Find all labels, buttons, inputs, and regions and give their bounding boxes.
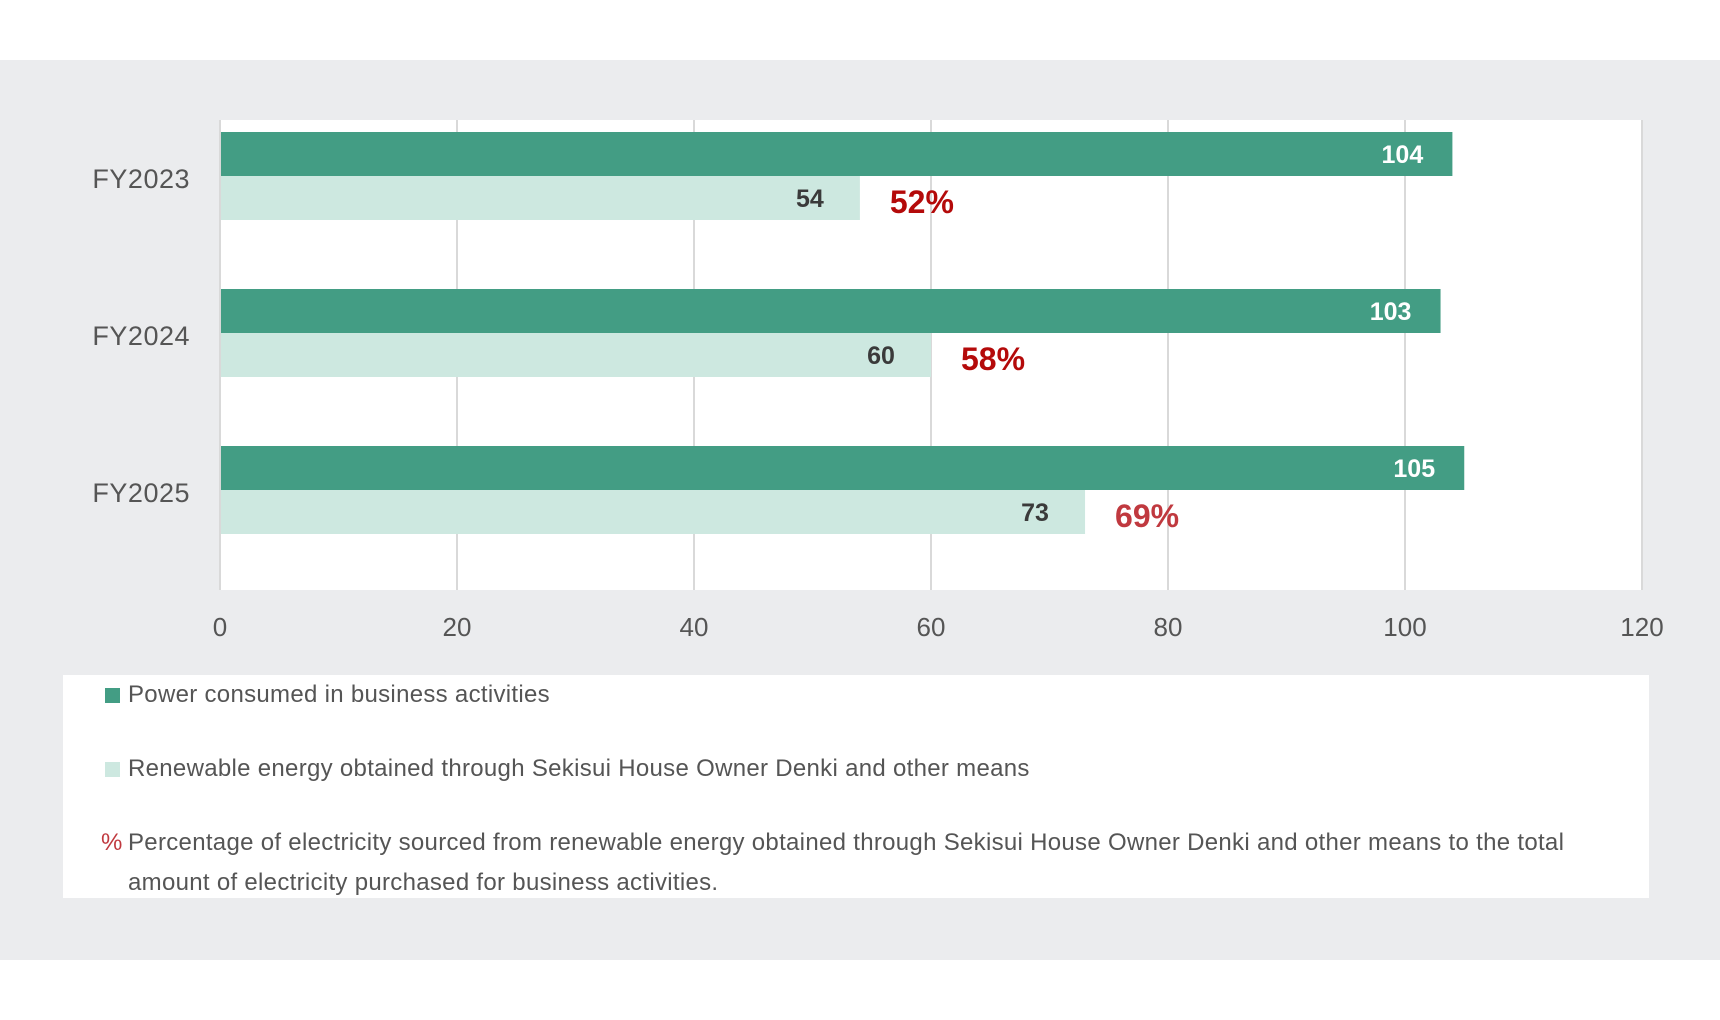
bar-value-label: 103 — [1370, 298, 1412, 326]
legend-swatch-dark-green — [105, 688, 120, 703]
bar-renewable-energy — [221, 333, 931, 377]
bar-value-label: 105 — [1393, 455, 1435, 483]
y-category-label: FY2025 — [92, 478, 190, 508]
x-tick-label: 120 — [1620, 612, 1663, 642]
bar-value-label: 73 — [1021, 499, 1049, 527]
legend-swatch-light-green — [105, 762, 120, 777]
percentage-label: 52% — [890, 184, 954, 220]
percentage-label: 69% — [1115, 498, 1179, 534]
bar-value-label: 54 — [796, 185, 824, 213]
x-tick-label: 100 — [1383, 612, 1426, 642]
x-tick-label: 20 — [443, 612, 472, 642]
x-tick-label: 0 — [213, 612, 227, 642]
x-tick-label: 80 — [1154, 612, 1183, 642]
legend-label: Renewable energy obtained through Sekisu… — [128, 755, 1030, 782]
bar-power-consumed — [221, 446, 1465, 490]
bar-power-consumed — [221, 132, 1453, 176]
bar-renewable-energy — [221, 490, 1086, 534]
percent-symbol-icon: % — [101, 829, 123, 856]
legend: Power consumed in business activities Re… — [63, 675, 1649, 898]
x-tick-label: 40 — [680, 612, 709, 642]
y-category-label: FY2024 — [92, 321, 190, 351]
percentage-label: 58% — [961, 341, 1025, 377]
x-tick-label: 60 — [917, 612, 946, 642]
legend-label: Power consumed in business activities — [128, 681, 550, 708]
bar-chart: 0 20 40 60 80 100 120 FY2023 104 54 52% FY2024 103 60… — [92, 120, 1664, 642]
legend-note-text: Percentage of electricity sourced from r… — [128, 829, 1565, 896]
bar-renewable-energy — [221, 176, 860, 220]
y-category-label: FY2023 — [92, 164, 190, 194]
bar-value-label: 104 — [1382, 141, 1424, 169]
bar-value-label: 60 — [867, 342, 895, 370]
bar-power-consumed — [221, 289, 1441, 333]
legend-note-percentage: % Percentage of electricity sourced from… — [101, 823, 1631, 903]
